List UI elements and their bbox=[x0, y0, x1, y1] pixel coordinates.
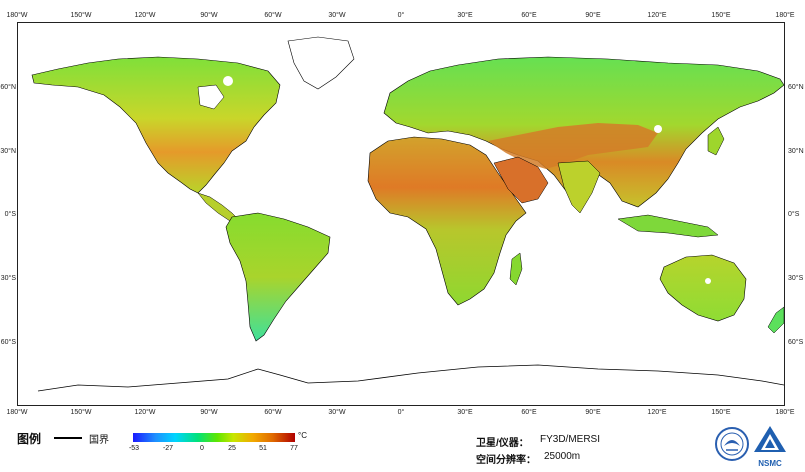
world-map bbox=[31, 36, 784, 392]
nodata-patch bbox=[705, 278, 711, 284]
lon-tick-label: 150°E bbox=[711, 409, 731, 416]
south-america-landmass bbox=[225, 212, 331, 342]
lon-tick-label: 120°W bbox=[134, 409, 156, 416]
new-zealand-landmass bbox=[767, 306, 784, 334]
cma-emblem-icon bbox=[715, 427, 749, 461]
colorbar bbox=[133, 433, 295, 442]
legend-title: 图例 bbox=[17, 432, 42, 446]
lat-tick-label: 0°S bbox=[4, 211, 16, 218]
nsmc-triangle-icon bbox=[754, 426, 786, 452]
lon-tick-label: 60°E bbox=[521, 409, 537, 416]
lon-tick-label: 180°W bbox=[6, 409, 28, 416]
madagascar-landmass bbox=[509, 252, 523, 286]
lon-tick-label: 150°W bbox=[70, 409, 92, 416]
antarctica-coastline bbox=[37, 364, 784, 392]
nodata-patch bbox=[654, 125, 662, 133]
lon-tick-label: 60°W bbox=[264, 12, 282, 19]
lat-tick-label: 60°N bbox=[0, 84, 16, 91]
lon-tick-label: 120°E bbox=[647, 12, 667, 19]
lon-tick-label: 30°W bbox=[328, 409, 346, 416]
lat-tick-label: 60°N bbox=[788, 84, 804, 91]
africa-landmass bbox=[367, 136, 527, 306]
lon-tick-label: 0° bbox=[397, 409, 405, 416]
india-landmass bbox=[557, 160, 601, 214]
lat-tick-label: 30°S bbox=[788, 275, 804, 282]
colorbar-tick-label: 25 bbox=[228, 445, 236, 452]
lon-tick-label: 90°W bbox=[200, 409, 218, 416]
arid-band bbox=[488, 123, 658, 169]
resolution-value: 25000m bbox=[544, 451, 581, 462]
border-line-symbol bbox=[54, 437, 82, 439]
satellite-value: FY3D/MERSI bbox=[540, 434, 601, 445]
north-america-landmass bbox=[31, 56, 281, 194]
lon-tick-label: 30°E bbox=[457, 409, 473, 416]
australia-landmass bbox=[659, 254, 747, 322]
lon-tick-label: 120°W bbox=[134, 12, 156, 19]
nsmc-logo: NSMC bbox=[752, 424, 788, 468]
lon-tick-label: 180°W bbox=[6, 12, 28, 19]
nsmc-text: NSMC bbox=[758, 459, 782, 468]
lon-tick-label: 30°W bbox=[328, 12, 346, 19]
lon-tick-label: 30°E bbox=[457, 12, 473, 19]
colorbar-tick-label: -27 bbox=[162, 445, 174, 452]
lon-tick-label: 60°W bbox=[264, 409, 282, 416]
colorbar-unit: °C bbox=[298, 431, 307, 440]
japan-landmass bbox=[707, 126, 725, 156]
lon-tick-label: 150°W bbox=[70, 12, 92, 19]
lon-tick-label: 180°E bbox=[775, 409, 795, 416]
lon-tick-label: 90°E bbox=[585, 12, 601, 19]
lat-tick-label: 30°S bbox=[0, 275, 16, 282]
satellite-label: 卫星/仪器： bbox=[476, 438, 529, 449]
lon-tick-label: 90°E bbox=[585, 409, 601, 416]
lat-tick-label: 60°S bbox=[788, 339, 804, 346]
lat-tick-label: 30°N bbox=[0, 148, 16, 155]
colorbar-tick-label: 0 bbox=[200, 445, 204, 452]
greenland-landmass bbox=[287, 36, 355, 90]
nodata-patch bbox=[223, 76, 233, 86]
colorbar-tick-label: 77 bbox=[290, 445, 298, 452]
border-label: 国界 bbox=[89, 435, 109, 446]
lat-tick-label: 60°S bbox=[0, 339, 16, 346]
lon-tick-label: 150°E bbox=[711, 12, 731, 19]
map-frame bbox=[17, 22, 785, 406]
lon-tick-label: 60°E bbox=[521, 12, 537, 19]
resolution-label: 空间分辨率： bbox=[476, 455, 536, 466]
hudson-bay bbox=[197, 84, 225, 110]
arabia-landmass bbox=[493, 156, 549, 204]
indonesia-landmass bbox=[617, 214, 719, 238]
colorbar-tick-label: 51 bbox=[259, 445, 267, 452]
lon-tick-label: 0° bbox=[397, 12, 405, 19]
lat-tick-label: 0°S bbox=[788, 211, 800, 218]
lon-tick-label: 120°E bbox=[647, 409, 667, 416]
colorbar-tick-label: -53 bbox=[128, 445, 140, 452]
lon-tick-label: 90°W bbox=[200, 12, 218, 19]
lon-tick-label: 180°E bbox=[775, 12, 795, 19]
lat-tick-label: 30°N bbox=[788, 148, 804, 155]
legend-area: 图例 国界 °C -53 -27 0 25 51 77 卫星/仪器： FY3D/… bbox=[0, 418, 805, 472]
